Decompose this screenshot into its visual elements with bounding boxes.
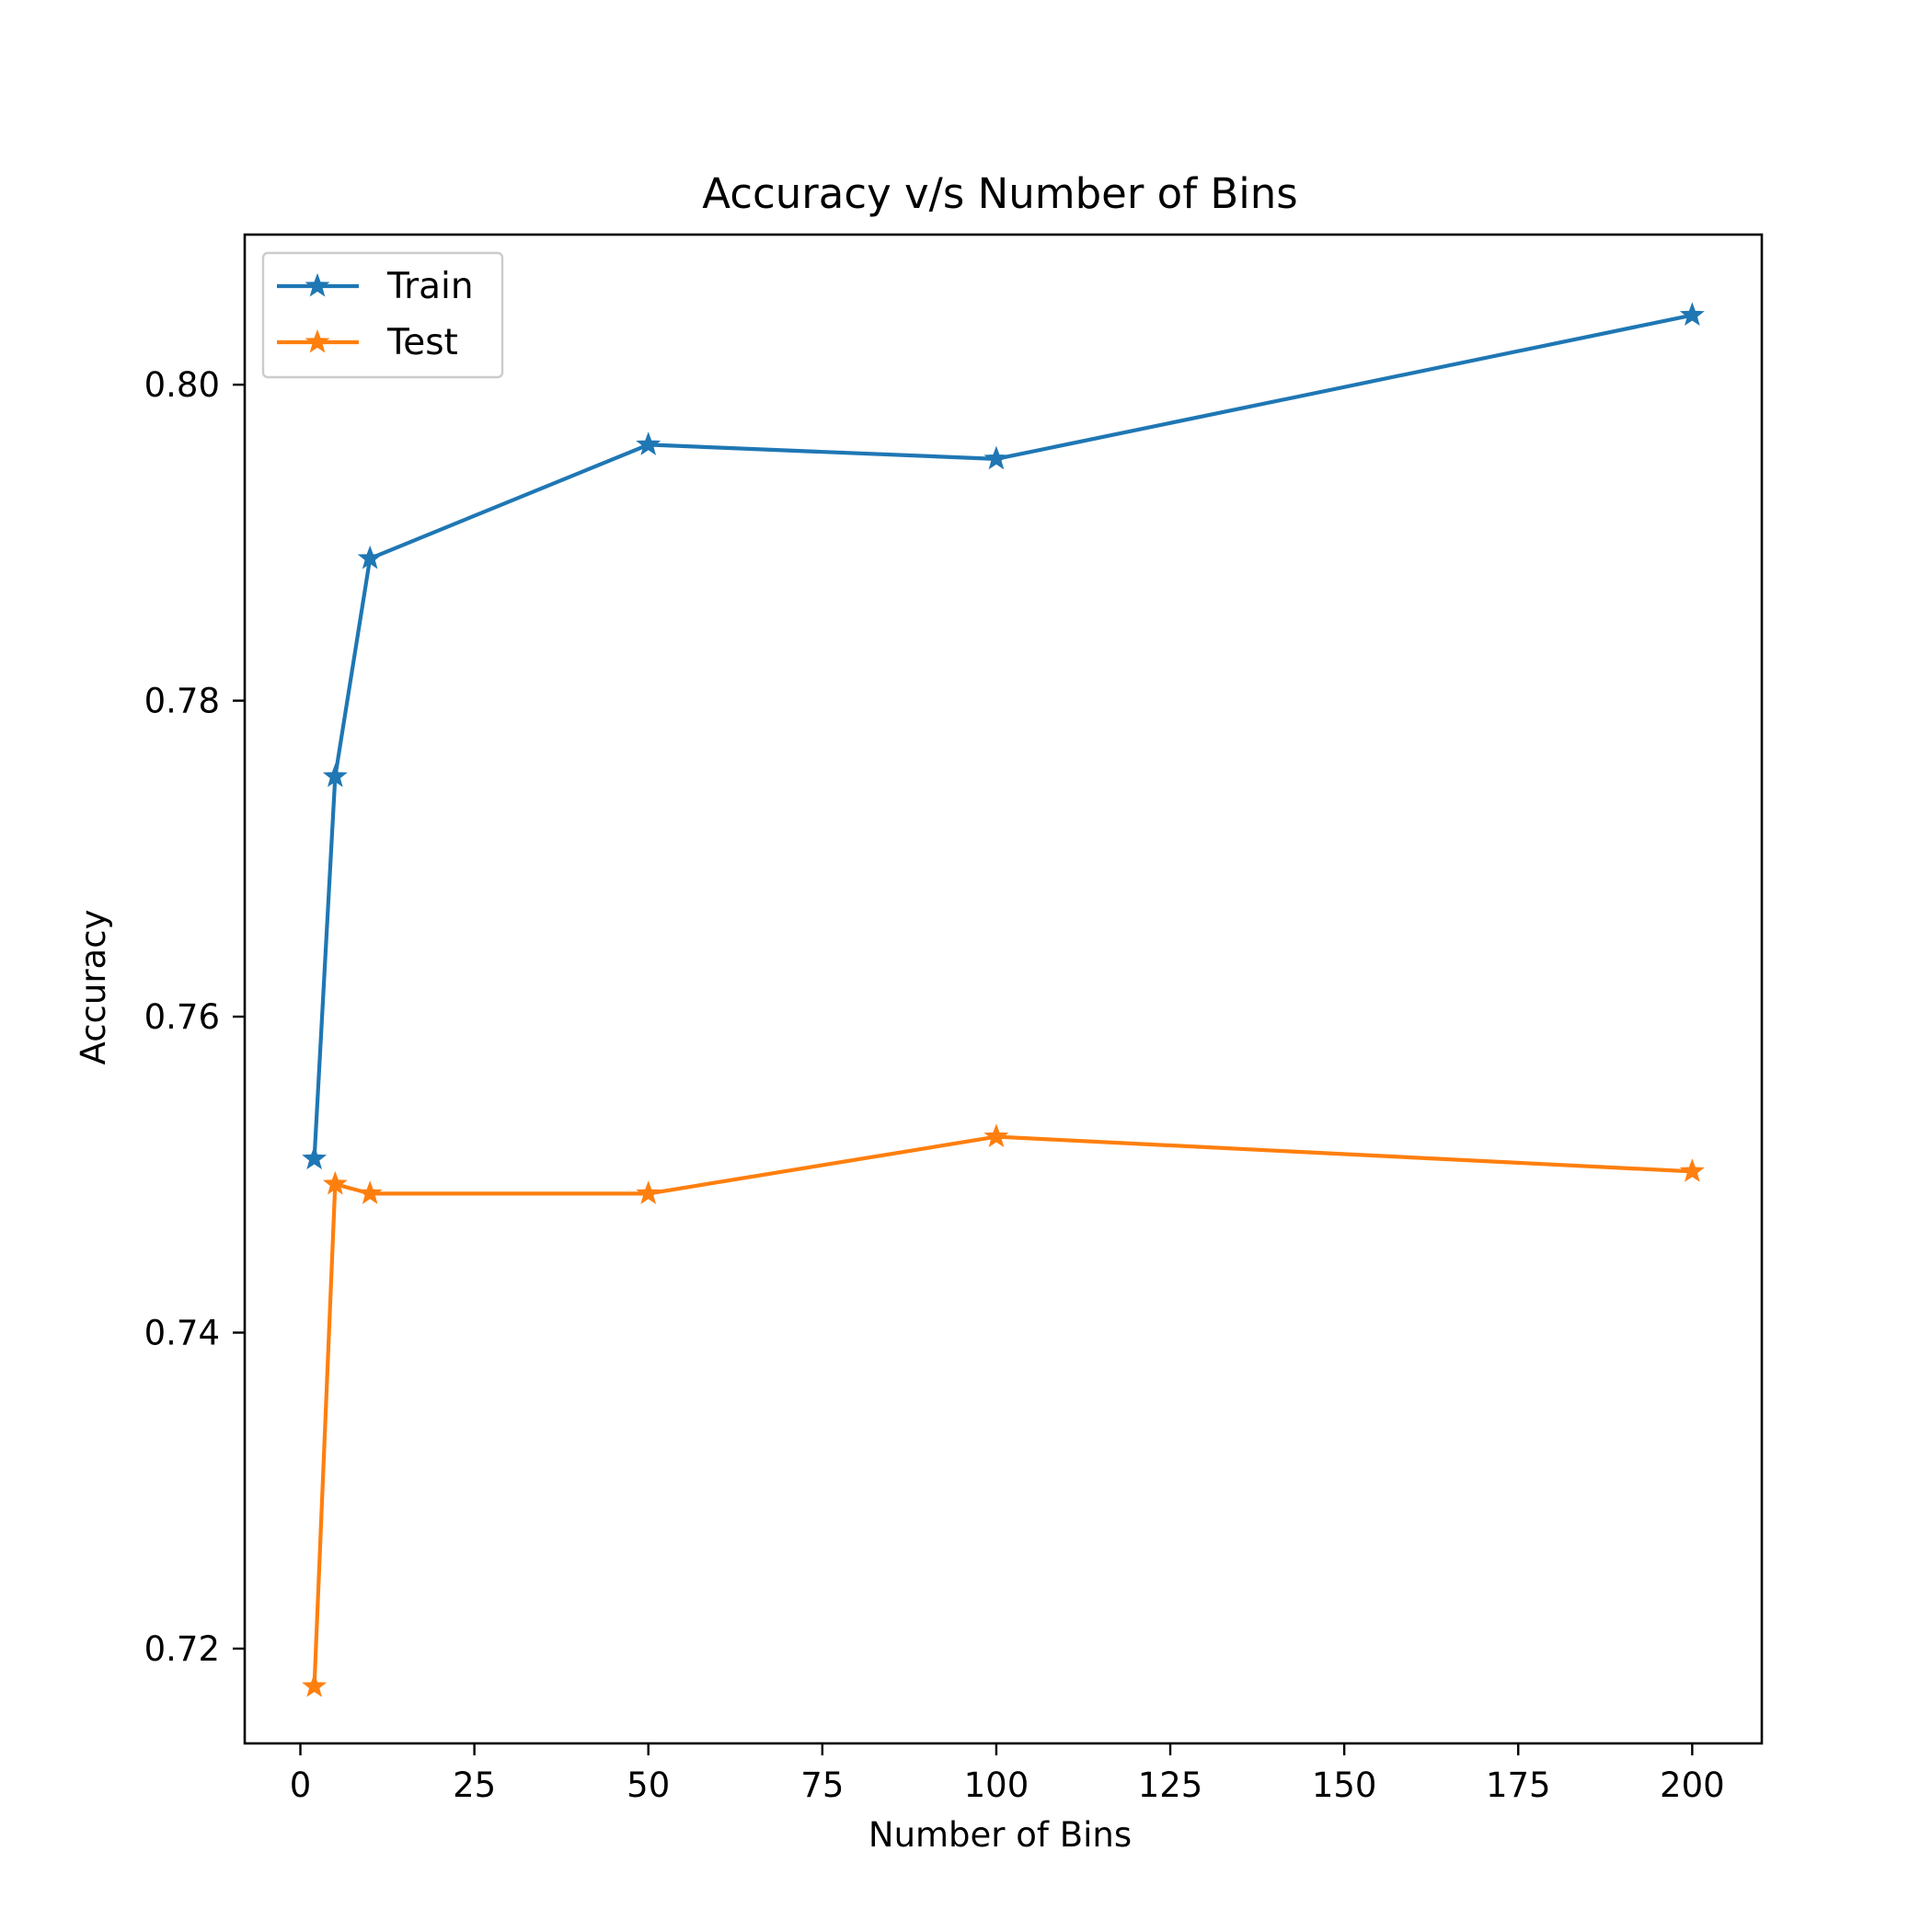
data-point-test [302,1673,328,1697]
x-tick-label: 75 [800,1765,844,1805]
data-point-test [1679,1158,1705,1182]
legend: Train Test [261,251,504,379]
x-tick-label: 150 [1312,1765,1377,1805]
legend-label: Train [386,266,474,307]
data-point-test [636,1180,661,1204]
y-tick-label: 0.72 [144,1629,220,1669]
data-point-test [357,1180,383,1204]
legend-item-test: Test [277,322,458,363]
data-point-test [322,1170,348,1195]
data-point-test [983,1123,1009,1148]
legend-item-train: Train [277,266,474,307]
y-tick-label: 0.76 [144,997,220,1037]
data-point-train [983,445,1009,470]
series-line-train [312,313,1695,1161]
series-line-test [312,1134,1695,1689]
x-tick-label: 175 [1486,1765,1551,1805]
y-tick-label: 0.74 [144,1314,220,1353]
plot-area: 0 25 50 75 100 125 150 175 200 0.72 0.74 0.76 0.78 0.… [144,233,1764,1805]
x-tick-label: 125 [1138,1765,1203,1805]
plot-frame [243,233,1764,1745]
legend-label: Test [386,322,458,363]
legend-marker [305,272,330,297]
y-axis-label: Accuracy [74,910,113,1065]
series-train [302,302,1705,1170]
x-tick-label: 200 [1660,1765,1725,1805]
x-tick-label: 100 [964,1765,1029,1805]
x-tick-label: 0 [290,1765,312,1805]
series-test [302,1123,1705,1697]
chart-title: Accuracy v/s Number of Bins [702,169,1297,218]
x-tick-label: 25 [453,1765,496,1805]
data-point-train [322,763,348,788]
y-tick-label: 0.78 [144,682,220,721]
data-point-train [636,431,661,455]
legend-marker [305,328,330,353]
data-point-train [357,545,383,569]
data-point-train [1679,302,1705,327]
x-axis-label: Number of Bins [868,1815,1132,1855]
x-tick-label: 50 [627,1765,670,1805]
y-tick-label: 0.80 [144,365,220,405]
data-point-train [302,1145,328,1170]
